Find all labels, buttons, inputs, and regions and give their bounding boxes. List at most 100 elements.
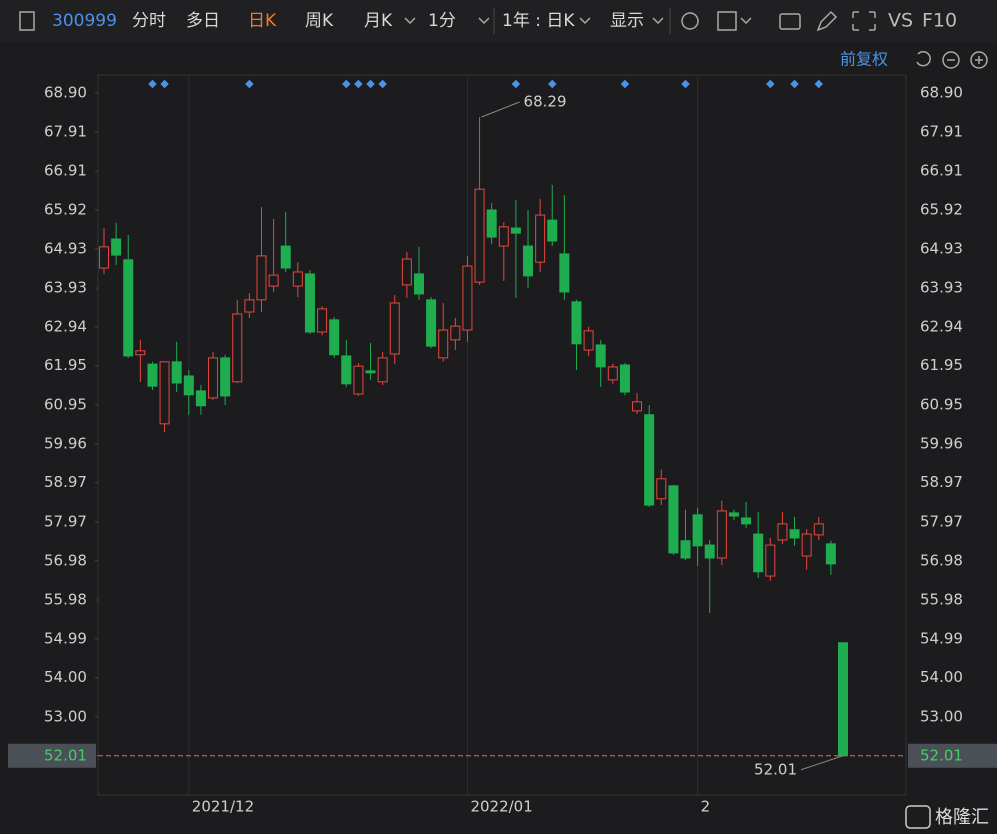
reset-icon[interactable] [916,50,931,67]
candle-body [728,512,739,517]
candle-body [825,543,836,565]
y-tick-label: 54.99 [920,629,963,647]
candle-body [607,366,618,381]
y-tick-label: 53.00 [920,707,963,725]
event-marker [342,79,351,89]
y-tick-label: 52.01 [920,746,963,764]
candle-body [535,214,546,263]
y-tick-label: 66.91 [920,162,963,180]
candle-body [498,226,509,247]
y-tick-label: 58.97 [44,473,87,491]
dropdown-arrow[interactable] [652,17,664,25]
draw-icon[interactable] [816,10,838,32]
y-tick-label: 56.98 [44,551,87,569]
plot-frame [97,74,907,796]
y-tick-label: 52.01 [44,746,87,764]
tab[interactable]: 分时 [132,11,166,31]
tab-active[interactable]: 日K [248,11,277,31]
candle-body [680,540,691,559]
y-tick-label: 62.94 [920,317,963,335]
y-tick-label: 65.92 [920,200,963,218]
y-tick-label: 60.95 [920,395,963,413]
camera-icon[interactable] [779,13,801,30]
tab[interactable]: 1分 [428,11,456,31]
annotation-leader [481,101,520,118]
candle-body [171,361,182,384]
candle-body [147,363,158,387]
candle-body [195,390,206,407]
y-tick-label: 54.00 [920,668,963,686]
y-tick-label: 65.92 [44,200,87,218]
candle-body [510,227,521,234]
candle-body [426,299,437,347]
tab[interactable]: 月K [364,11,393,31]
adjust-button[interactable]: 前复权 [840,50,888,69]
last-annotation: 52.01 [754,760,797,778]
sidebar-toggle[interactable] [19,11,35,31]
candle-body [486,209,497,238]
candle-body [583,330,594,351]
price-highlight [8,743,96,768]
y-tick-label: 58.97 [920,473,963,491]
candle-body [341,355,352,385]
event-marker [160,79,169,89]
y-tick-label: 55.98 [44,590,87,608]
f10-button[interactable]: F10 [922,10,957,32]
candle-body [656,478,667,500]
candle-body [244,299,255,313]
candle-body [329,319,340,356]
dropdown-arrow[interactable] [404,17,416,25]
candle-body [353,365,364,395]
vs-button[interactable]: VS [888,10,913,32]
y-tick-label: 67.91 [44,122,87,140]
candle-body [716,510,727,559]
candle-body [159,361,170,425]
candle-body [753,533,764,573]
settings-icon[interactable] [681,12,699,30]
fullscreen-icon[interactable] [852,11,876,31]
candle-body [559,253,570,293]
candle-body [813,523,824,536]
zoom-out[interactable] [942,51,960,69]
candle-body [595,344,606,368]
candle-body [777,523,788,541]
range-select[interactable]: 1年 : 日K [502,11,575,31]
y-tick-label: 64.93 [920,239,963,257]
y-tick-label: 61.95 [44,356,87,374]
candle-body [317,308,328,333]
candle-body [644,414,655,506]
event-marker [245,79,254,89]
tab[interactable]: 周K [305,11,334,31]
candle-body [365,370,376,374]
zoom-in-sign [975,56,983,64]
candle-body [668,485,679,554]
dropdown-arrow[interactable] [579,17,591,25]
event-marker [354,79,363,89]
candle-body [256,255,267,301]
dropdown-arrow[interactable] [740,17,752,25]
candle-body [292,271,303,287]
candle-body [280,245,291,269]
y-tick-label: 63.93 [44,279,87,297]
price-highlight [908,743,997,768]
max-annotation: 68.29 [524,92,567,110]
candle-body [438,329,449,359]
annotation-leader [800,755,844,771]
candle-body [220,357,231,397]
x-tick-label: 2 [701,798,711,816]
y-tick-label: 54.00 [44,668,87,686]
stock-code[interactable]: 300999 [52,11,117,31]
y-tick-label: 54.99 [44,629,87,647]
y-tick-label: 59.96 [920,434,963,452]
color-icon[interactable] [717,11,737,31]
dropdown-arrow[interactable] [478,17,490,25]
zoom-in[interactable] [970,51,988,69]
candle-body [838,642,848,757]
candle-body [377,357,388,383]
tab[interactable]: 多日 [186,11,220,31]
y-tick-label: 63.93 [920,279,963,297]
y-tick-label: 67.91 [920,122,963,140]
y-tick-label: 60.95 [44,395,87,413]
logo: 格隆汇 [935,807,989,828]
display-select[interactable]: 显示 [610,11,644,31]
